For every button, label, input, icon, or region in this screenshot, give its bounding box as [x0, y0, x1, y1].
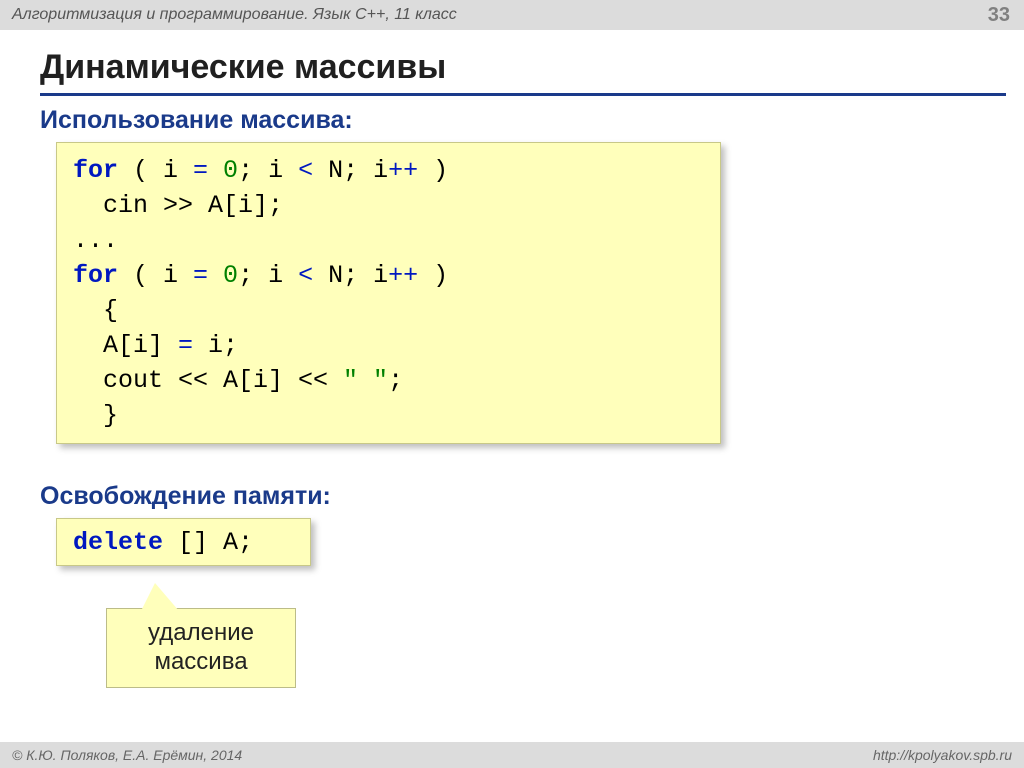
code-block-delete: delete [] A; — [56, 518, 311, 566]
footer-url: http://kpolyakov.spb.ru — [873, 747, 1012, 763]
code-block-usage: for ( i = 0; i < N; i++ ) cin >> A[i]; .… — [56, 142, 721, 444]
slide-heading: Динамические массивы — [40, 48, 1006, 96]
subheading-free: Освобождение памяти: — [40, 482, 331, 511]
topbar-title: Алгоритмизация и программирование. Язык … — [12, 6, 457, 24]
footer-copyright: © К.Ю. Поляков, Е.А. Ерёмин, 2014 — [12, 747, 242, 763]
page-number: 33 — [988, 4, 1010, 27]
callout-delete-array: удаление массива — [106, 608, 296, 688]
footer: © К.Ю. Поляков, Е.А. Ерёмин, 2014 http:/… — [0, 742, 1024, 768]
slide: Алгоритмизация и программирование. Язык … — [0, 0, 1024, 768]
topbar: Алгоритмизация и программирование. Язык … — [0, 0, 1024, 30]
subheading-usage: Использование массива: — [40, 106, 353, 135]
